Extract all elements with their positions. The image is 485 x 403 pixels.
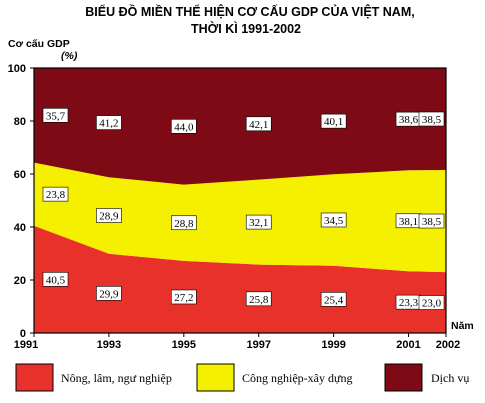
data-label-box bbox=[171, 119, 197, 134]
x-tick-label: 1997 bbox=[246, 339, 270, 351]
y-axis-label: Cơ cấu GDP bbox=[8, 38, 70, 50]
y-tick-label: 60 bbox=[14, 169, 26, 181]
data-label-box bbox=[171, 215, 197, 231]
data-label-box bbox=[171, 289, 197, 305]
legend-swatch-industry bbox=[196, 363, 235, 392]
x-tick-label: 2001 bbox=[396, 339, 420, 351]
data-label-box bbox=[96, 286, 122, 301]
y-tick-label: 20 bbox=[14, 275, 26, 287]
data-label: 25,4 bbox=[324, 294, 344, 306]
data-label-box bbox=[96, 208, 122, 223]
data-label-box bbox=[320, 113, 347, 129]
legend-label-services: Dịch vụ bbox=[431, 371, 469, 385]
data-label: 23,0 bbox=[422, 298, 442, 310]
data-label: 38,5 bbox=[422, 216, 442, 228]
data-label-box bbox=[42, 108, 69, 123]
data-label-box bbox=[245, 116, 272, 132]
chart-title-line1: BIỂU ĐỒ MIỀN THỂ HIỆN CƠ CẤU GDP CỦA VIỆ… bbox=[85, 4, 414, 19]
data-label-box bbox=[418, 213, 445, 229]
data-label: 38,1 bbox=[399, 216, 418, 228]
area-layers bbox=[34, 68, 446, 333]
x-tick-label: 1991 bbox=[14, 339, 38, 351]
y-axis-unit: (%) bbox=[61, 50, 78, 62]
data-label: 41,2 bbox=[99, 118, 118, 130]
data-label-box bbox=[42, 272, 69, 287]
x-tick-label: 2002 bbox=[436, 339, 460, 351]
axes bbox=[30, 67, 447, 337]
x-tick-label: 1995 bbox=[172, 339, 196, 351]
y-tick-label: 0 bbox=[20, 328, 26, 340]
x-tick-label: 1993 bbox=[97, 339, 121, 351]
area-services bbox=[34, 68, 446, 185]
x-tick-label: 1999 bbox=[321, 339, 345, 351]
data-labels: 40,5 29,9 27,2 25,8 25,4 23,3 23,0 23,8 28,9 28,8… bbox=[42, 108, 445, 310]
y-tick-label: 100 bbox=[8, 63, 26, 75]
tick-labels: 0 20 40 60 80 100 1991 1993 1995 1997 1999 2001 2002 bbox=[8, 63, 461, 351]
legend-swatch-services bbox=[384, 363, 423, 392]
data-label: 42,1 bbox=[249, 119, 268, 131]
x-axis-label: Năm bbox=[451, 320, 474, 332]
data-label: 40,1 bbox=[324, 116, 343, 128]
data-label: 40,5 bbox=[46, 274, 66, 286]
data-label: 38,6 bbox=[399, 114, 419, 126]
data-label-box bbox=[96, 115, 122, 130]
data-label: 35,7 bbox=[46, 110, 66, 122]
data-label: 32,1 bbox=[249, 217, 268, 229]
data-label: 29,9 bbox=[99, 288, 119, 300]
legend-label-industry: Công nghiệp-xây dựng bbox=[242, 371, 353, 385]
data-label: 23,3 bbox=[399, 297, 419, 309]
data-label: 27,2 bbox=[174, 292, 193, 304]
data-label: 23,8 bbox=[46, 189, 66, 201]
legend-swatch-agriculture bbox=[15, 363, 54, 392]
chart-title-line2: THỜI KÌ 1991-2002 bbox=[191, 21, 301, 36]
legend-label-agriculture: Nông, lâm, ngư nghiệp bbox=[61, 371, 172, 385]
data-label: 28,8 bbox=[174, 218, 194, 230]
data-label-box bbox=[418, 295, 445, 310]
data-label: 34,5 bbox=[324, 215, 344, 227]
data-label-box bbox=[245, 291, 272, 307]
data-label-box bbox=[418, 111, 445, 127]
y-tick-label: 80 bbox=[14, 116, 26, 128]
data-label-box bbox=[320, 292, 347, 307]
data-label: 44,0 bbox=[174, 121, 194, 133]
y-tick-label: 40 bbox=[14, 222, 26, 234]
data-label: 38,5 bbox=[422, 114, 442, 126]
data-label: 28,9 bbox=[99, 210, 119, 222]
data-label-box bbox=[320, 212, 347, 228]
data-label-box bbox=[245, 214, 272, 230]
plot-frame bbox=[33, 67, 447, 334]
data-label-box bbox=[42, 186, 69, 202]
data-label: 25,8 bbox=[249, 294, 269, 306]
area-industry bbox=[34, 162, 446, 273]
legend: Nông, lâm, ngư nghiệp Công nghiệp-xây dự… bbox=[15, 363, 469, 392]
